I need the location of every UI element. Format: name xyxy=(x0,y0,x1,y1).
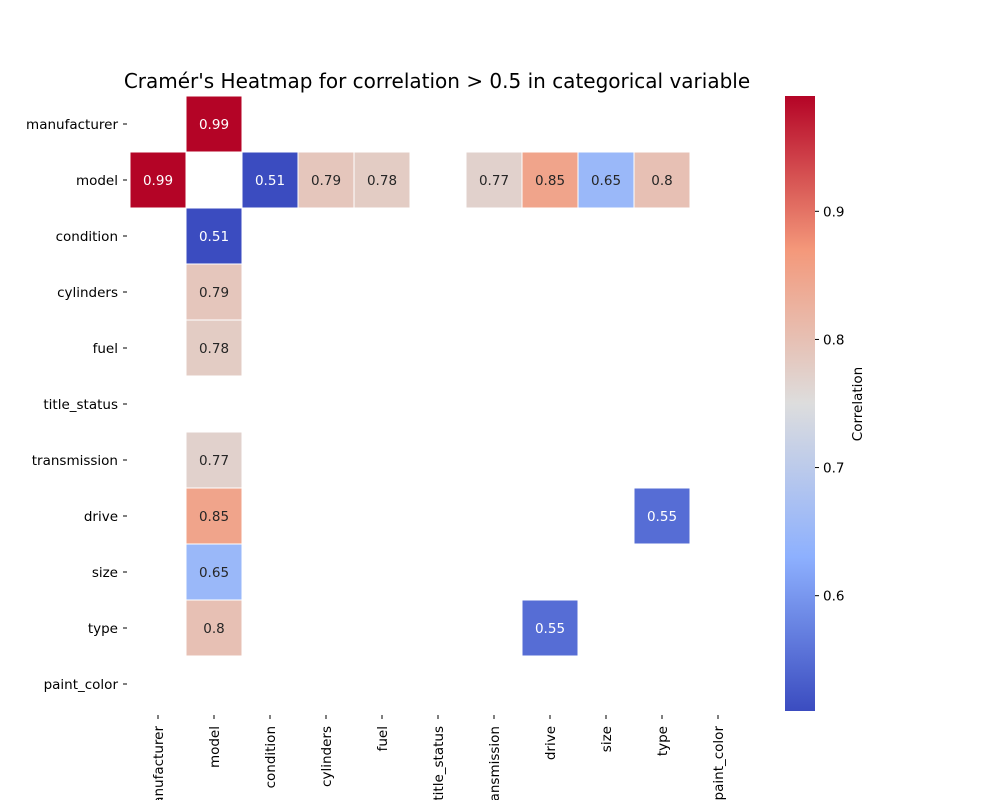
heatmap-cell xyxy=(129,151,187,209)
heatmap-cell xyxy=(521,599,579,657)
x-tick-label: paint_color xyxy=(711,726,727,800)
heatmap-cell xyxy=(185,599,243,657)
colorbar-tick-label: 0.7 xyxy=(823,461,844,477)
heatmap-cell xyxy=(185,207,243,265)
cell-value-label: 0.79 xyxy=(311,173,341,189)
heatmap-cell xyxy=(241,151,299,209)
x-tick-label: size xyxy=(599,726,615,752)
cell-value-label: 0.99 xyxy=(143,173,173,189)
x-tick-label: manufacturer xyxy=(151,726,167,800)
cell-value-label: 0.77 xyxy=(479,173,509,189)
y-tick-label: model xyxy=(76,173,118,189)
x-tick-label: condition xyxy=(263,726,279,788)
x-tick-label: title_status xyxy=(431,726,447,800)
colorbar-tick-label: 0.8 xyxy=(823,332,844,348)
cell-value-label: 0.78 xyxy=(199,341,229,357)
x-tick-label: drive xyxy=(543,726,559,760)
colorbar-ticks: 0.6 0.7 0.8 0.9 xyxy=(815,204,844,605)
x-tick-label: model xyxy=(207,726,223,768)
cell-value-label: 0.8 xyxy=(203,621,224,637)
heatmap-cell xyxy=(185,95,243,153)
heatmap-cell xyxy=(185,487,243,545)
colorbar: 0.6 0.7 0.8 0.9 Correlation xyxy=(785,96,866,711)
y-tick-label: fuel xyxy=(93,341,118,357)
cell-value-label: 0.51 xyxy=(199,229,229,245)
y-tick-label: paint_color xyxy=(44,677,119,693)
heatmap-cell xyxy=(465,151,523,209)
y-tick-label: transmission xyxy=(32,453,118,469)
x-tick-label: cylinders xyxy=(319,726,335,787)
y-tick-label: manufacturer xyxy=(26,117,118,133)
x-tick-label: type xyxy=(655,726,671,756)
cell-value-label: 0.65 xyxy=(591,173,621,189)
y-tick-label: drive xyxy=(84,509,118,525)
cell-value-label: 0.77 xyxy=(199,453,229,469)
heatmap-cell xyxy=(633,151,691,209)
heatmap-cells: 0.99 0.99 0.51 0.79 0.78 0.77 0.85 0.65 0.8 0.51 0… xyxy=(129,95,691,657)
y-tick-label: cylinders xyxy=(57,285,118,301)
colorbar-tick-label: 0.6 xyxy=(823,589,844,605)
cell-value-label: 0.51 xyxy=(255,173,285,189)
cell-value-label: 0.55 xyxy=(647,509,677,525)
chart-title: Cramér's Heatmap for correlation > 0.5 i… xyxy=(124,69,750,93)
colorbar-gradient xyxy=(785,96,815,711)
y-axis-ticks: manufacturer model condition cylinders fuel t… xyxy=(26,117,127,693)
heatmap-cell xyxy=(633,487,691,545)
colorbar-tick-label: 0.9 xyxy=(823,204,844,220)
cell-value-label: 0.78 xyxy=(367,173,397,189)
cell-value-label: 0.85 xyxy=(199,509,229,525)
heatmap-cell xyxy=(185,263,243,321)
y-tick-label: title_status xyxy=(43,397,118,413)
cell-value-label: 0.65 xyxy=(199,565,229,581)
cell-value-label: 0.55 xyxy=(535,621,565,637)
x-tick-label: fuel xyxy=(375,726,391,751)
heatmap-cell xyxy=(353,151,411,209)
heatmap-cell xyxy=(577,151,635,209)
x-axis-ticks: manufacturer model condition cylinders fuel t… xyxy=(151,715,727,800)
heatmap-cell xyxy=(521,151,579,209)
y-tick-label: size xyxy=(92,565,118,581)
colorbar-label: Correlation xyxy=(850,367,866,441)
y-tick-label: condition xyxy=(56,229,118,245)
y-tick-label: type xyxy=(88,621,118,637)
heatmap-cell xyxy=(185,543,243,601)
cell-value-label: 0.8 xyxy=(651,173,672,189)
heatmap-cell xyxy=(185,319,243,377)
x-tick-label: transmission xyxy=(487,726,503,800)
cell-value-label: 0.85 xyxy=(535,173,565,189)
cell-value-label: 0.79 xyxy=(199,285,229,301)
cell-value-label: 0.99 xyxy=(199,117,229,133)
